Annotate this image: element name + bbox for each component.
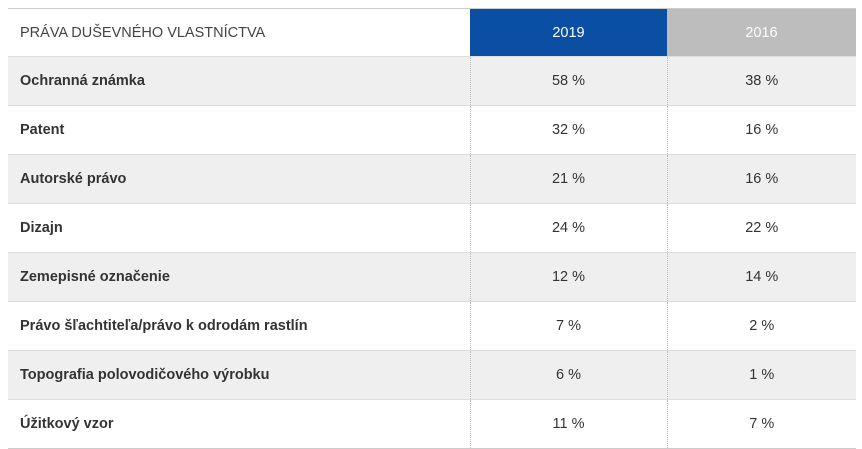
value-2016: 22 % bbox=[667, 203, 856, 253]
value-2019: 24 % bbox=[469, 203, 668, 253]
ip-rights-table: PRÁVA DUŠEVNÉHO VLASTNÍCTVA 2019 2016 Oc… bbox=[8, 8, 856, 449]
row-name: Dizajn bbox=[8, 203, 470, 253]
value-2019: 7 % bbox=[469, 301, 668, 351]
header-label: PRÁVA DUŠEVNÉHO VLASTNÍCTVA bbox=[8, 8, 470, 57]
value-2016: 16 % bbox=[667, 154, 856, 204]
row-name: Zemepisné označenie bbox=[8, 252, 470, 302]
value-2019: 11 % bbox=[469, 399, 668, 449]
value-2016: 2 % bbox=[667, 301, 856, 351]
row-name: Patent bbox=[8, 105, 470, 155]
value-2019: 58 % bbox=[469, 56, 668, 106]
header-2019: 2019 bbox=[470, 8, 667, 57]
table-row: Právo šľachtiteľa/právo k odrodám rastlí… bbox=[8, 301, 856, 351]
row-name: Právo šľachtiteľa/právo k odrodám rastlí… bbox=[8, 301, 470, 351]
value-2016: 16 % bbox=[667, 105, 856, 155]
table-row: Zemepisné označenie 12 % 14 % bbox=[8, 252, 856, 302]
value-2019: 12 % bbox=[469, 252, 668, 302]
row-name: Topografia polovodičového výrobku bbox=[8, 350, 470, 400]
value-2016: 38 % bbox=[667, 56, 856, 106]
row-name: Ochranná známka bbox=[8, 56, 470, 106]
value-2016: 1 % bbox=[667, 350, 856, 400]
table-row: Patent 32 % 16 % bbox=[8, 105, 856, 155]
table-row: Úžitkový vzor 11 % 7 % bbox=[8, 399, 856, 449]
value-2016: 14 % bbox=[667, 252, 856, 302]
table-row: Autorské právo 21 % 16 % bbox=[8, 154, 856, 204]
table-row: Topografia polovodičového výrobku 6 % 1 % bbox=[8, 350, 856, 400]
header-row: PRÁVA DUŠEVNÉHO VLASTNÍCTVA 2019 2016 bbox=[8, 8, 856, 57]
header-2016: 2016 bbox=[667, 8, 856, 57]
table-row: Dizajn 24 % 22 % bbox=[8, 203, 856, 253]
value-2016: 7 % bbox=[667, 399, 856, 449]
row-name: Autorské právo bbox=[8, 154, 470, 204]
row-name: Úžitkový vzor bbox=[8, 399, 470, 449]
value-2019: 6 % bbox=[469, 350, 668, 400]
table-row: Ochranná známka 58 % 38 % bbox=[8, 56, 856, 106]
value-2019: 21 % bbox=[469, 154, 668, 204]
value-2019: 32 % bbox=[469, 105, 668, 155]
